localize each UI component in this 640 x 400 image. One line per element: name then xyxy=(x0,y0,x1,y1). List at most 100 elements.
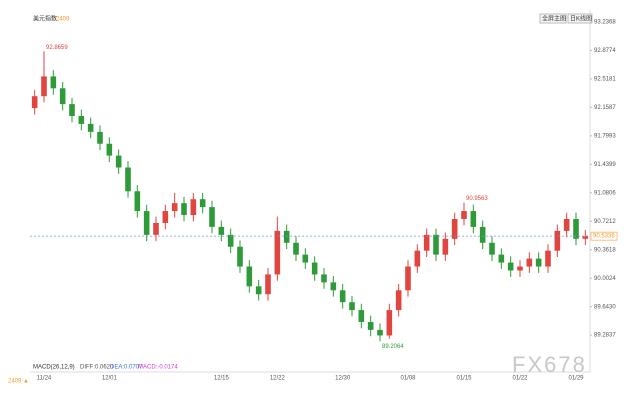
candle-body xyxy=(321,274,327,283)
y-tick-label: 93.2368 xyxy=(594,20,616,26)
candle-body xyxy=(41,76,47,97)
candle-body xyxy=(302,254,309,263)
x-tick-label: 01/15 xyxy=(456,376,472,382)
x-tick-label: 12/30 xyxy=(335,376,351,382)
x-tick-label: 12/15 xyxy=(214,376,230,382)
title: 美元指数 xyxy=(33,15,57,23)
candle-body xyxy=(78,116,85,124)
candle-body xyxy=(283,230,290,243)
candle-body xyxy=(50,76,57,89)
y-tick-label: 91.0806 xyxy=(594,190,616,196)
candle-body xyxy=(162,211,169,223)
candle-body xyxy=(134,191,141,212)
candle-body xyxy=(461,211,467,219)
candle-body xyxy=(377,329,383,336)
candle-body xyxy=(87,123,94,132)
candle-body xyxy=(115,155,122,168)
x-tick-label: 01/22 xyxy=(512,376,528,382)
candle-body xyxy=(498,254,505,263)
menu-label[interactable]: 日K线图 xyxy=(570,15,592,23)
candle-body xyxy=(274,230,281,275)
x-tick-label: 01/29 xyxy=(568,376,584,382)
candle-body xyxy=(181,203,187,216)
candle-body xyxy=(367,321,374,330)
low-label: 89.2064 xyxy=(382,344,404,350)
indicator-diff: DIFF:0.0620 xyxy=(80,365,114,371)
candle-body xyxy=(246,266,253,287)
candle-body xyxy=(442,238,449,255)
candle-body xyxy=(265,274,271,295)
y-tick-label: 90.7212 xyxy=(594,219,616,225)
y-tick-label: 89.2837 xyxy=(594,333,616,339)
candle-body xyxy=(526,258,533,267)
candle-body xyxy=(106,143,113,156)
candle-body xyxy=(31,96,38,109)
x-tick-label: 01/08 xyxy=(400,376,416,382)
candle-body xyxy=(573,218,579,239)
candle-body xyxy=(143,211,150,235)
candle-body xyxy=(386,310,393,336)
price-label: 90.5336 xyxy=(593,234,615,240)
candle-body xyxy=(423,234,430,251)
candle-body xyxy=(311,262,318,275)
candle-body xyxy=(293,242,299,255)
candle-body xyxy=(59,88,66,105)
indicator-dea: DEA:0.0707 xyxy=(110,365,143,371)
y-tick-label: 92.8774 xyxy=(594,48,616,54)
candle-body xyxy=(349,302,355,311)
menu-button[interactable] xyxy=(567,13,593,24)
candle-body xyxy=(507,262,514,271)
candle-body xyxy=(255,286,262,295)
candle-body xyxy=(227,234,234,247)
candle-body xyxy=(330,282,337,291)
code: 2409 xyxy=(56,17,70,23)
x-tick-label: 12/01 xyxy=(102,376,118,382)
candle-body xyxy=(69,104,75,117)
high-label: 90.9563 xyxy=(466,196,488,202)
candle-body xyxy=(125,167,131,192)
footer-code[interactable]: 2409 ▲ xyxy=(8,379,29,385)
candle-body xyxy=(545,250,551,267)
candle-body xyxy=(218,226,225,235)
candle-body xyxy=(470,211,477,227)
y-tick-label: 90.0024 xyxy=(594,276,616,282)
candle-body xyxy=(405,266,411,291)
indicator-macd: MACD:-0.0174 xyxy=(138,365,178,371)
candle-body xyxy=(358,310,365,322)
candle-body xyxy=(171,203,178,212)
menu-button[interactable] xyxy=(539,13,567,24)
candle-body xyxy=(199,199,206,208)
candle-body xyxy=(395,290,402,311)
candle-body xyxy=(414,250,421,267)
candle-body xyxy=(433,234,439,255)
high-label: 92.8659 xyxy=(46,45,68,51)
candle-body xyxy=(209,207,215,227)
candle-body xyxy=(517,266,523,271)
candle-body xyxy=(535,258,542,267)
candle-body xyxy=(97,131,103,144)
candle-body xyxy=(563,218,570,231)
y-tick-label: 92.1587 xyxy=(594,105,616,111)
candle-body xyxy=(339,290,346,303)
y-tick-label: 91.7993 xyxy=(594,133,616,139)
y-tick-label: 89.6430 xyxy=(594,304,616,310)
y-tick-label: 90.3618 xyxy=(594,247,616,253)
y-tick-label: 92.5181 xyxy=(594,77,616,83)
x-tick-label: 12/22 xyxy=(270,376,286,382)
candle-body xyxy=(153,222,159,235)
candle-body xyxy=(554,230,561,251)
candle-body xyxy=(582,236,589,239)
menu-label[interactable]: 全屏主图▼ xyxy=(542,15,572,23)
candle-body xyxy=(489,242,495,255)
x-tick-label: 11/24 xyxy=(37,376,52,382)
price-box xyxy=(590,231,618,241)
candle-body xyxy=(479,226,486,243)
watermark: FX678 xyxy=(512,352,587,377)
y-tick-label: 91.4399 xyxy=(594,162,616,168)
candle-body xyxy=(451,218,458,239)
candle-body xyxy=(237,246,243,267)
indicator-name: MACD(26,12,9) xyxy=(33,365,75,371)
candle-body xyxy=(190,199,197,216)
